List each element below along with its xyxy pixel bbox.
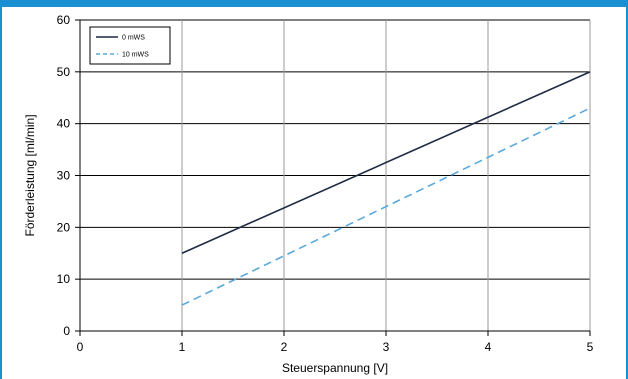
legend: 0 mWS 10 mWS	[89, 26, 171, 65]
y-tick-label: 10	[57, 272, 71, 286]
y-tick-label: 50	[57, 65, 71, 79]
y-tick-label: 40	[57, 117, 71, 131]
x-tick-label: 4	[485, 340, 492, 354]
y-tick-label: 0	[63, 324, 70, 338]
grid-lines	[80, 19, 591, 331]
y-tick-label: 20	[57, 220, 71, 234]
x-tick-label: 0	[77, 340, 84, 354]
axes	[75, 19, 591, 336]
legend-label-1: 0 mWS	[122, 35, 145, 42]
x-tick-label: 2	[281, 340, 288, 354]
legend-label-2: 10 mWS	[122, 52, 149, 59]
series-line-1	[181, 71, 591, 254]
top-accent-bar	[0, 0, 628, 7]
x-tick-label: 3	[383, 340, 390, 354]
y-tick-label: 30	[57, 169, 71, 183]
y-tick-label: 60	[57, 13, 71, 27]
series-line-2	[181, 107, 591, 306]
left-accent-border	[0, 0, 2, 379]
right-accent-border	[626, 0, 628, 379]
tick-labels: 0 10 20 30 40 50 60 0 1 2 3 4 5	[57, 13, 594, 354]
series-lines	[181, 71, 591, 306]
x-tick-label: 5	[587, 340, 594, 354]
legend-box	[89, 26, 171, 65]
x-axis-title: Steuerspannung [V]	[282, 361, 388, 375]
y-axis-title: Förderleistung [ml/min]	[23, 114, 37, 236]
x-tick-label: 1	[179, 340, 186, 354]
